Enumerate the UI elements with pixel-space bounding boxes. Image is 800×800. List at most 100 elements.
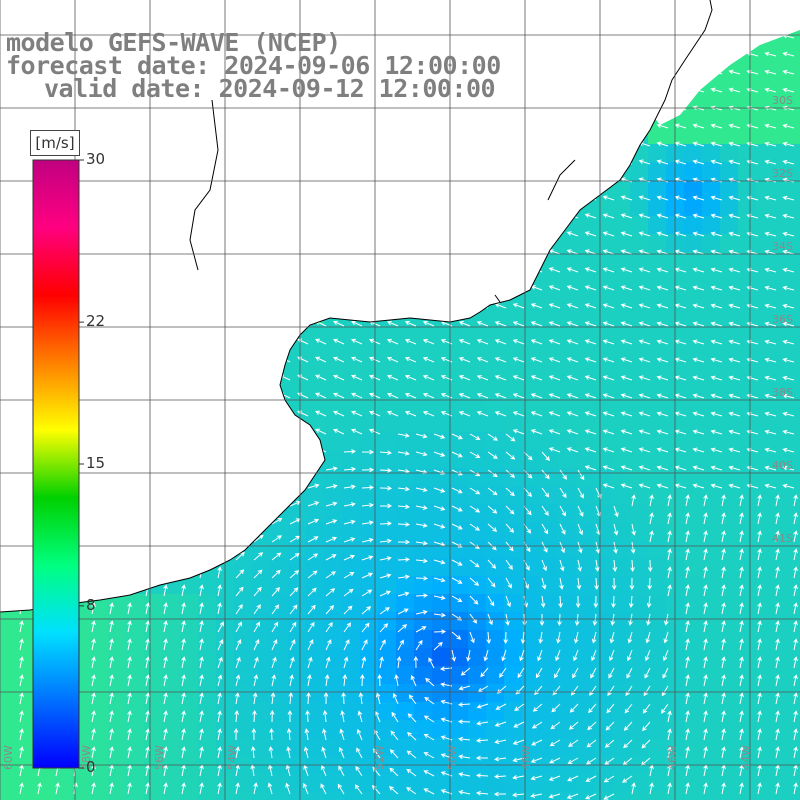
- wind-arrow: [361, 449, 375, 455]
- wind-arrow: [685, 620, 690, 633]
- wind-arrow: [514, 703, 525, 711]
- wind-speed-cell: [756, 558, 774, 576]
- wind-speed-cell: [252, 630, 270, 648]
- wind-speed-cell: [72, 774, 90, 792]
- wind-arrow: [594, 577, 599, 591]
- wind-speed-cell: [504, 414, 522, 432]
- wind-arrow: [602, 249, 615, 255]
- wind-arrow: [710, 303, 723, 309]
- wind-arrow: [476, 411, 489, 417]
- wind-speed-cell: [792, 450, 800, 468]
- wind-speed-cell: [162, 774, 180, 792]
- wind-speed-cell: [612, 774, 630, 792]
- wind-arrow: [91, 746, 96, 759]
- wind-arrow: [325, 621, 333, 633]
- wind-speed-cell: [360, 540, 378, 558]
- wind-speed-cell: [702, 540, 720, 558]
- wind-speed-cell: [594, 558, 612, 576]
- wind-arrow: [775, 494, 780, 507]
- wind-speed-cell: [270, 558, 288, 576]
- wind-arrow: [692, 429, 705, 435]
- wind-speed-cell: [324, 450, 342, 468]
- wind-speed-cell: [108, 738, 126, 756]
- wind-arrow: [728, 375, 741, 381]
- wind-arrow: [620, 393, 633, 399]
- wind-arrow: [451, 451, 463, 458]
- wind-arrow: [685, 728, 690, 741]
- wind-arrow: [728, 285, 741, 291]
- wind-speed-cell: [0, 648, 18, 666]
- wind-speed-cell: [180, 738, 198, 756]
- wind-arrow: [602, 411, 615, 417]
- wind-speed-cell: [306, 702, 324, 720]
- wind-speed-cell: [738, 792, 756, 800]
- wind-speed-cell: [774, 198, 792, 216]
- wind-arrow: [620, 339, 633, 345]
- wind-speed-cell: [540, 414, 558, 432]
- wind-arrow: [567, 775, 579, 782]
- wind-speed-cell: [684, 504, 702, 522]
- wind-arrow: [350, 374, 363, 381]
- wind-speed-cell: [558, 378, 576, 396]
- wind-speed-cell: [252, 558, 270, 576]
- wind-speed-cell: [684, 684, 702, 702]
- wind-arrow: [584, 303, 597, 309]
- wind-arrow: [620, 357, 633, 363]
- wind-arrow: [433, 433, 446, 439]
- wind-arrow: [667, 710, 672, 723]
- wind-speed-cell: [108, 594, 126, 612]
- wind-arrow: [304, 728, 310, 741]
- wind-arrow: [728, 105, 741, 111]
- wind-arrow: [199, 746, 204, 759]
- wind-arrow: [584, 357, 597, 363]
- wind-speed-cell: [180, 630, 198, 648]
- wind-speed-cell: [378, 612, 396, 630]
- wind-arrow: [674, 393, 687, 399]
- wind-speed-cell: [594, 432, 612, 450]
- wind-arrow: [721, 782, 726, 795]
- wind-speed-cell: [468, 666, 486, 684]
- wind-arrow: [721, 692, 726, 705]
- wind-speed-cell: [360, 594, 378, 612]
- wind-speed-cell: [378, 720, 396, 738]
- wind-arrow: [585, 757, 597, 765]
- wind-speed-cell: [576, 792, 594, 800]
- wind-speed-cell: [774, 288, 792, 306]
- wind-arrow: [667, 584, 672, 597]
- wind-arrow: [487, 523, 498, 532]
- wind-speed-cell: [774, 504, 792, 522]
- wind-arrow: [415, 610, 428, 615]
- wind-speed-cell: [720, 162, 738, 180]
- wind-arrow: [566, 303, 579, 309]
- wind-arrow: [217, 621, 224, 633]
- wind-arrow: [307, 621, 315, 633]
- wind-speed-cell: [648, 414, 666, 432]
- wind-arrow: [397, 451, 410, 456]
- wind-arrow: [499, 667, 507, 678]
- wind-arrow: [512, 429, 525, 435]
- wind-arrow: [728, 87, 741, 93]
- wind-speed-cell: [378, 414, 396, 432]
- wind-speed-cell: [594, 396, 612, 414]
- wind-speed-cell: [90, 684, 108, 702]
- wind-speed-cell: [558, 774, 576, 792]
- wind-arrow: [253, 656, 259, 669]
- wind-speed-cell: [360, 396, 378, 414]
- wind-speed-cell: [684, 522, 702, 540]
- wind-speed-cell: [756, 306, 774, 324]
- wind-speed-cell: [144, 702, 162, 720]
- wind-arrow: [253, 604, 261, 615]
- wind-arrow: [361, 467, 375, 473]
- wind-speed-cell: [612, 270, 630, 288]
- wind-arrow: [728, 357, 741, 363]
- wind-arrow: [710, 429, 723, 435]
- wind-arrow: [685, 530, 690, 543]
- wind-speed-cell: [756, 144, 774, 162]
- wind-speed-cell: [756, 360, 774, 378]
- wind-speed-cell: [144, 720, 162, 738]
- wind-speed-cell: [630, 558, 648, 576]
- wind-arrow: [397, 522, 411, 527]
- wind-arrow: [631, 782, 636, 795]
- wind-speed-cell: [648, 558, 666, 576]
- wind-speed-cell: [558, 648, 576, 666]
